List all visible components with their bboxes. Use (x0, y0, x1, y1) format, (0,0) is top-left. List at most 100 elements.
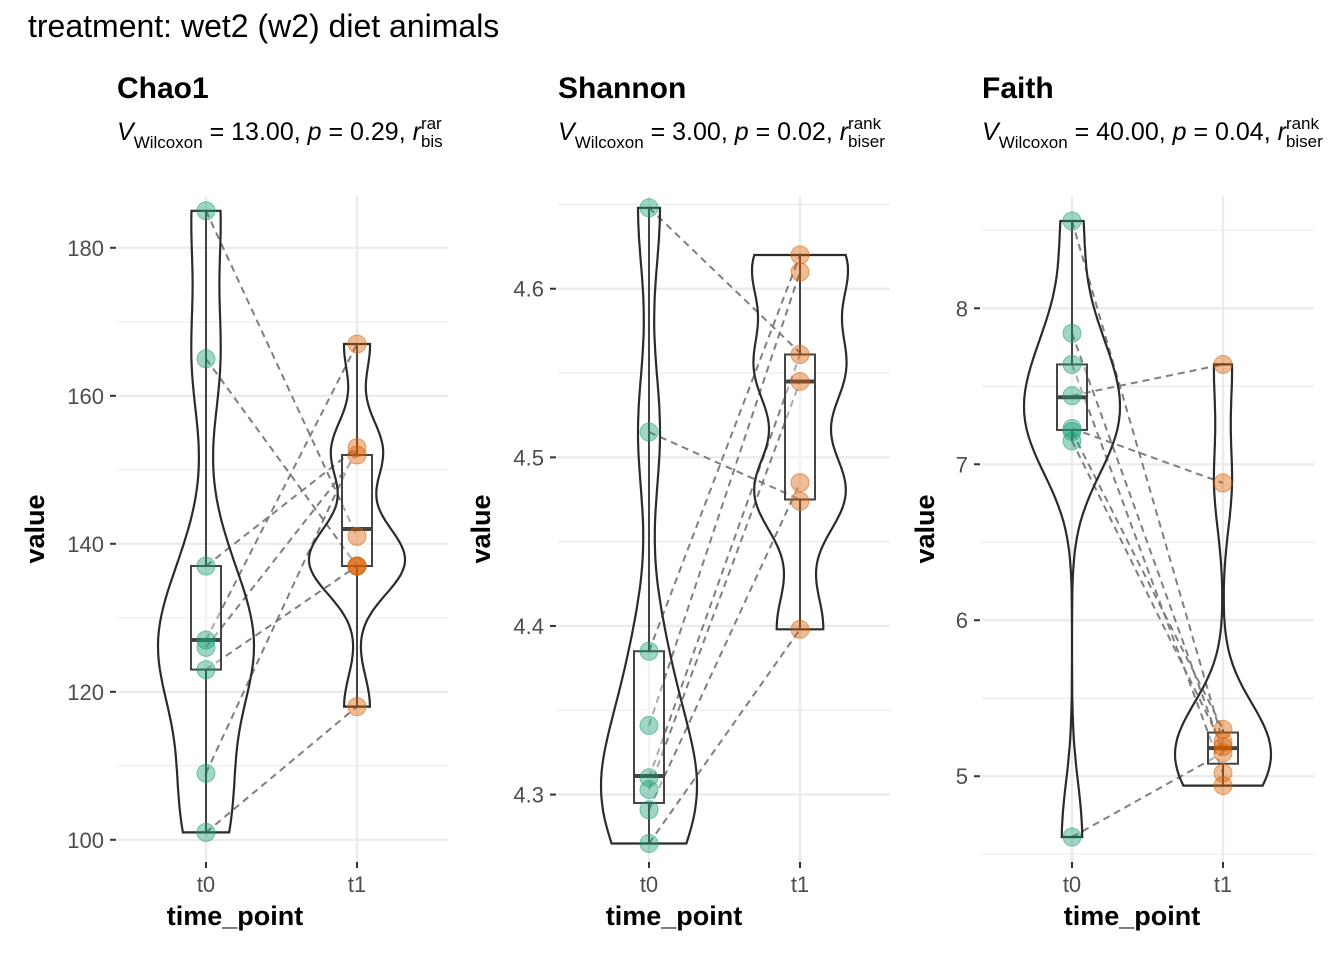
data-point-t1 (1213, 473, 1233, 493)
data-point-t1 (1213, 776, 1233, 796)
paired-line (205, 705, 358, 834)
data-point-t0 (639, 800, 659, 820)
x-tick-label: t1 (1214, 872, 1232, 897)
paired-line (205, 343, 358, 641)
x-tick-label: t0 (640, 872, 658, 897)
data-point-t1 (347, 445, 367, 465)
paired-line (205, 565, 358, 671)
y-tick-label: 160 (67, 384, 104, 409)
panel-title-faith: Faith (982, 72, 1054, 105)
data-point-t0 (1062, 323, 1082, 343)
data-point-t0 (196, 349, 216, 369)
paired-line (1071, 427, 1224, 484)
panel-title-shannon: Shannon (558, 72, 687, 105)
data-point-t0 (639, 779, 659, 799)
violin-chao1-t1 (307, 342, 407, 708)
data-point-t0 (639, 198, 659, 218)
x-tick-label: t1 (791, 872, 809, 897)
x-tick-label: t0 (1063, 872, 1081, 897)
y-tick-label: 100 (67, 828, 104, 853)
y-tick-label: 180 (67, 236, 104, 261)
y-tick-label: 6 (956, 608, 968, 633)
y-tick-label: 8 (956, 296, 968, 321)
x-tick-label: t0 (197, 872, 215, 897)
data-point-t1 (1213, 732, 1233, 752)
x-axis-title: time_point (1064, 901, 1201, 931)
panel-title-chao1: Chao1 (117, 72, 209, 105)
y-tick-label: 120 (67, 680, 104, 705)
data-point-t1 (790, 473, 810, 493)
data-point-t1 (790, 371, 810, 391)
data-point-t0 (196, 630, 216, 650)
data-point-t1 (347, 526, 367, 546)
data-point-t1 (1213, 743, 1233, 763)
y-tick-label: 140 (67, 532, 104, 557)
data-point-t1 (347, 556, 367, 576)
paired-line (205, 447, 358, 774)
data-point-t1 (790, 245, 810, 265)
violin-shannon-t1 (750, 253, 850, 631)
data-point-t0 (639, 641, 659, 661)
data-point-t1 (790, 344, 810, 364)
violin-faith-t0 (1022, 219, 1122, 839)
data-point-t0 (196, 763, 216, 783)
y-tick-label: 7 (956, 452, 968, 477)
data-point-t0 (196, 201, 216, 221)
paired-line (648, 482, 801, 811)
x-axis-title: time_point (167, 901, 304, 931)
data-point-t0 (1062, 386, 1082, 406)
data-point-t1 (790, 619, 810, 639)
paired-line (1071, 440, 1224, 748)
data-point-t1 (790, 262, 810, 282)
data-point-t1 (347, 438, 367, 458)
paired-line (648, 381, 801, 790)
data-point-t0 (196, 660, 216, 680)
y-axis-title: value (466, 494, 496, 563)
data-point-t0 (1062, 354, 1082, 374)
box-chao1-t1 (341, 454, 373, 567)
data-point-t0 (196, 822, 216, 842)
data-point-t1 (1213, 737, 1233, 757)
data-point-t1 (790, 491, 810, 511)
paired-line (1071, 431, 1224, 730)
paired-line (205, 454, 358, 649)
data-point-t0 (1062, 431, 1082, 451)
data-point-t1 (347, 334, 367, 354)
paired-line (1071, 363, 1224, 397)
data-point-t0 (1062, 827, 1082, 847)
paired-line (205, 210, 358, 537)
paired-line (1071, 364, 1224, 774)
data-point-t0 (639, 715, 659, 735)
data-point-t0 (196, 556, 216, 576)
paired-line (1071, 751, 1224, 838)
paired-line (648, 628, 801, 845)
paired-line (648, 354, 801, 779)
y-tick-label: 4.5 (513, 445, 544, 470)
x-axis-title: time_point (606, 901, 743, 931)
paired-line (1071, 220, 1224, 743)
y-tick-label: 5 (956, 764, 968, 789)
paired-line (648, 431, 801, 501)
data-point-t1 (1213, 354, 1233, 374)
y-tick-label: 4.3 (513, 783, 544, 808)
paired-line (205, 358, 358, 567)
violin-shannon-t0 (599, 206, 699, 845)
paired-line (648, 271, 801, 726)
violin-chao1-t0 (156, 209, 256, 834)
data-point-t0 (196, 637, 216, 657)
data-point-t0 (1062, 211, 1082, 231)
data-point-t1 (347, 697, 367, 717)
chart-main-title: treatment: wet2 (w2) diet animals (28, 8, 500, 44)
y-axis-title: value (910, 494, 940, 563)
y-tick-label: 4.6 (513, 277, 544, 302)
paired-line (648, 207, 801, 354)
x-tick-label: t1 (348, 872, 366, 897)
data-point-t0 (639, 422, 659, 442)
box-chao1-t0 (190, 565, 222, 671)
paired-line (648, 254, 801, 652)
y-tick-label: 4.4 (513, 614, 544, 639)
